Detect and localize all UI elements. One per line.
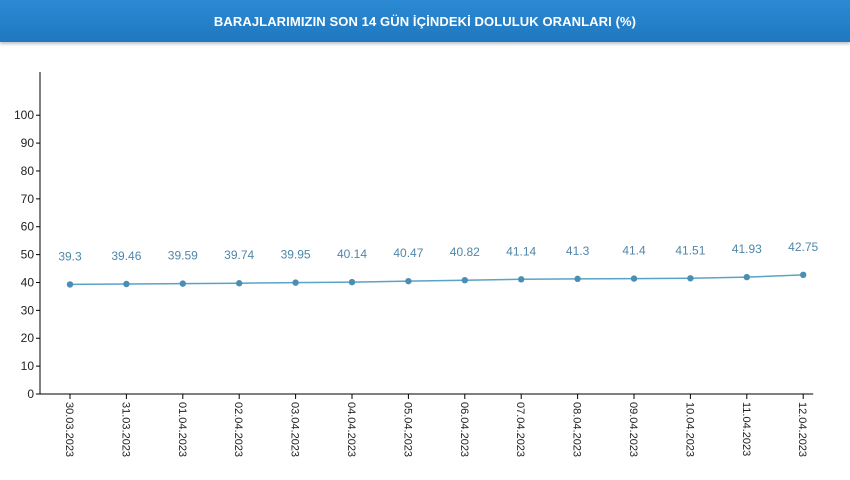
y-tick-label: 0	[27, 387, 34, 401]
data-point	[574, 275, 581, 283]
data-label: 39.46	[111, 249, 141, 263]
data-label: 41.93	[732, 242, 762, 256]
x-tick-label: 03.04.2023	[289, 402, 301, 457]
data-labels: 39.3 39.46 39.59 39.74 39.95 40.14 40.47 40.82 4…	[58, 240, 818, 264]
data-point	[179, 280, 186, 287]
x-tick-label: 04.04.2023	[345, 402, 357, 457]
data-label: 41.4	[622, 244, 646, 258]
data-label: 41.51	[675, 243, 705, 257]
data-label: 39.74	[224, 248, 254, 262]
series-line-group	[66, 271, 807, 288]
x-tick-label: 12.04.2023	[796, 402, 808, 457]
x-tick-label: 06.04.2023	[458, 402, 470, 457]
chart-title: BARAJLARIMIZIN SON 14 GÜN İÇİNDEKİ DOLUL…	[213, 13, 637, 29]
y-tick-label: 60	[21, 220, 35, 234]
y-tick-label: 30	[21, 303, 35, 317]
y-axis: 0 10 20 30 40 50 60 70 80 90 100	[14, 72, 41, 401]
x-tick-label: 30.03.2023	[63, 402, 75, 457]
data-point	[687, 275, 694, 282]
data-point	[800, 271, 807, 279]
data-label: 42.75	[788, 240, 818, 254]
y-tick-label: 40	[21, 275, 35, 289]
data-label: 41.14	[506, 244, 536, 258]
data-point	[461, 276, 468, 284]
data-label: 40.47	[393, 246, 423, 260]
x-tick-label: 11.04.2023	[740, 402, 752, 456]
data-label: 39.59	[168, 249, 198, 263]
y-tick-label: 20	[21, 331, 35, 345]
x-tick-label: 31.03.2023	[119, 402, 131, 457]
y-tick-label: 50	[21, 248, 35, 262]
x-tick-label: 08.04.2023	[571, 402, 583, 457]
data-point	[123, 280, 130, 288]
data-label: 40.14	[337, 247, 367, 261]
y-tick-label: 90	[21, 136, 35, 150]
data-point	[292, 279, 299, 286]
chart-header: BARAJLARIMIZIN SON 14 GÜN İÇİNDEKİ DOLUL…	[0, 0, 850, 42]
x-axis: 30.03.2023 31.03.2023 01.04.2023 02.04.2023…	[40, 393, 814, 457]
data-point	[630, 275, 638, 282]
x-tick-label: 05.04.2023	[401, 402, 413, 457]
x-tick-label: 09.04.2023	[627, 402, 639, 457]
x-tick-label: 01.04.2023	[176, 402, 188, 457]
y-tick-label: 70	[21, 192, 35, 206]
y-tick-label: 100	[14, 108, 34, 122]
data-point	[405, 277, 412, 285]
data-point	[236, 280, 243, 287]
data-label: 40.82	[450, 245, 480, 259]
y-tick-label: 80	[21, 164, 35, 178]
data-point	[348, 278, 356, 286]
x-tick-label: 10.04.2023	[683, 402, 695, 457]
x-tick-label: 07.04.2023	[514, 402, 526, 457]
data-label: 39.95	[281, 248, 311, 262]
series-line	[69, 274, 804, 286]
y-tick-label: 10	[21, 359, 35, 373]
data-label: 39.3	[58, 249, 82, 263]
x-tick-label: 02.04.2023	[232, 402, 244, 457]
data-point	[518, 276, 525, 283]
data-label: 41.3	[566, 244, 590, 258]
data-point	[66, 281, 74, 288]
data-point	[743, 273, 750, 281]
